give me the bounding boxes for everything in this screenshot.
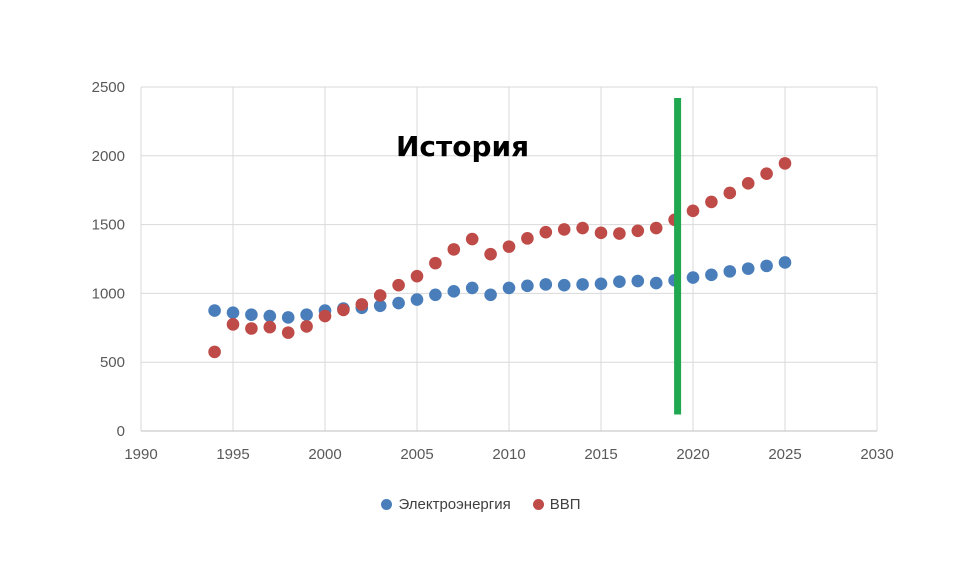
chart-annotation: История	[396, 130, 529, 163]
y-tick-label: 1500	[92, 217, 125, 234]
electricity-point	[539, 278, 553, 291]
gdp-point	[741, 177, 755, 190]
x-tick-label: 1990	[124, 446, 157, 463]
gdp-point	[226, 318, 240, 331]
electricity-point	[741, 262, 755, 275]
gdp-point	[705, 195, 718, 209]
electricity-point	[300, 308, 313, 322]
electricity-point	[208, 304, 221, 317]
electricity-point	[705, 268, 718, 282]
legend-item-gdp: ВВП	[532, 495, 581, 513]
electricity-point	[281, 311, 295, 324]
x-tick-label: 2030	[860, 446, 893, 463]
electricity-point	[521, 279, 534, 293]
gdp-point	[300, 320, 313, 333]
series-layer	[208, 98, 792, 415]
gdp-point	[263, 320, 277, 334]
y-tick-label: 2500	[92, 79, 125, 96]
gdp-point	[410, 269, 424, 283]
electricity-point	[447, 285, 461, 298]
axis-layer: 0 500 1000 1500 2000 2500 1990 1995 2000 2005 2010…	[92, 79, 894, 463]
electricity-point	[576, 278, 589, 291]
gdp-point	[686, 204, 700, 218]
legend-label-electricity: Электроэнергия	[398, 495, 511, 513]
gdp-point	[760, 167, 773, 180]
gdp-point	[281, 326, 295, 339]
legend-label-gdp: ВВП	[549, 495, 581, 513]
gdp-point	[631, 224, 645, 238]
electricity-point	[760, 259, 773, 273]
electricity-point	[631, 274, 645, 288]
y-tick-label: 0	[117, 423, 125, 440]
legend-item-electricity: Электроэнергия	[381, 495, 511, 513]
y-tick-label: 1000	[92, 285, 125, 302]
electricity-point	[484, 288, 497, 302]
electricity-point	[465, 281, 479, 295]
gdp-point	[557, 223, 571, 236]
electricity-point	[594, 277, 608, 291]
electricity-point	[263, 309, 277, 323]
legend-marker-electricity	[381, 498, 393, 510]
chart-legend: Электроэнергия ВВП	[0, 493, 962, 515]
gdp-point	[613, 227, 626, 240]
gdp-point	[447, 243, 461, 256]
x-tick-label: 2010	[492, 446, 525, 463]
gdp-point	[429, 256, 442, 270]
gdp-point	[245, 322, 258, 335]
gdp-point	[778, 157, 792, 170]
gdp-point	[484, 247, 497, 261]
electricity-point	[410, 293, 424, 306]
electricity-point	[557, 278, 571, 292]
y-tick-label: 2000	[92, 148, 125, 165]
gdp-point	[594, 226, 608, 240]
gdp-point	[318, 309, 332, 323]
electricity-point	[723, 265, 737, 278]
gdp-point	[337, 303, 350, 317]
electricity-point	[429, 288, 442, 302]
gdp-point	[502, 240, 516, 253]
x-tick-label: 2000	[308, 446, 341, 463]
gdp-point	[373, 289, 387, 302]
gdp-point	[465, 232, 479, 246]
electricity-point	[226, 306, 240, 319]
gdp-point	[521, 232, 534, 245]
gdp-point	[539, 225, 553, 239]
electricity-point	[686, 271, 700, 284]
gdp-point	[208, 345, 221, 359]
electricity-point	[778, 256, 792, 269]
x-tick-label: 2025	[768, 446, 801, 463]
electricity-point	[649, 276, 663, 290]
electricity-point	[245, 308, 258, 322]
x-tick-label: 2020	[676, 446, 709, 463]
electricity-point	[502, 281, 516, 295]
electricity-point	[392, 296, 405, 310]
gdp-point	[723, 186, 737, 200]
x-tick-label: 1995	[216, 446, 249, 463]
gdp-point	[355, 298, 369, 311]
y-tick-label: 500	[100, 354, 125, 371]
x-tick-label: 2005	[400, 446, 433, 463]
electricity-point	[373, 299, 387, 313]
gdp-point	[576, 221, 589, 235]
gdp-point	[392, 278, 405, 292]
x-tick-label: 2015	[584, 446, 617, 463]
gdp-point	[649, 221, 663, 235]
legend-marker-gdp	[532, 498, 544, 510]
electricity-point	[613, 275, 626, 289]
